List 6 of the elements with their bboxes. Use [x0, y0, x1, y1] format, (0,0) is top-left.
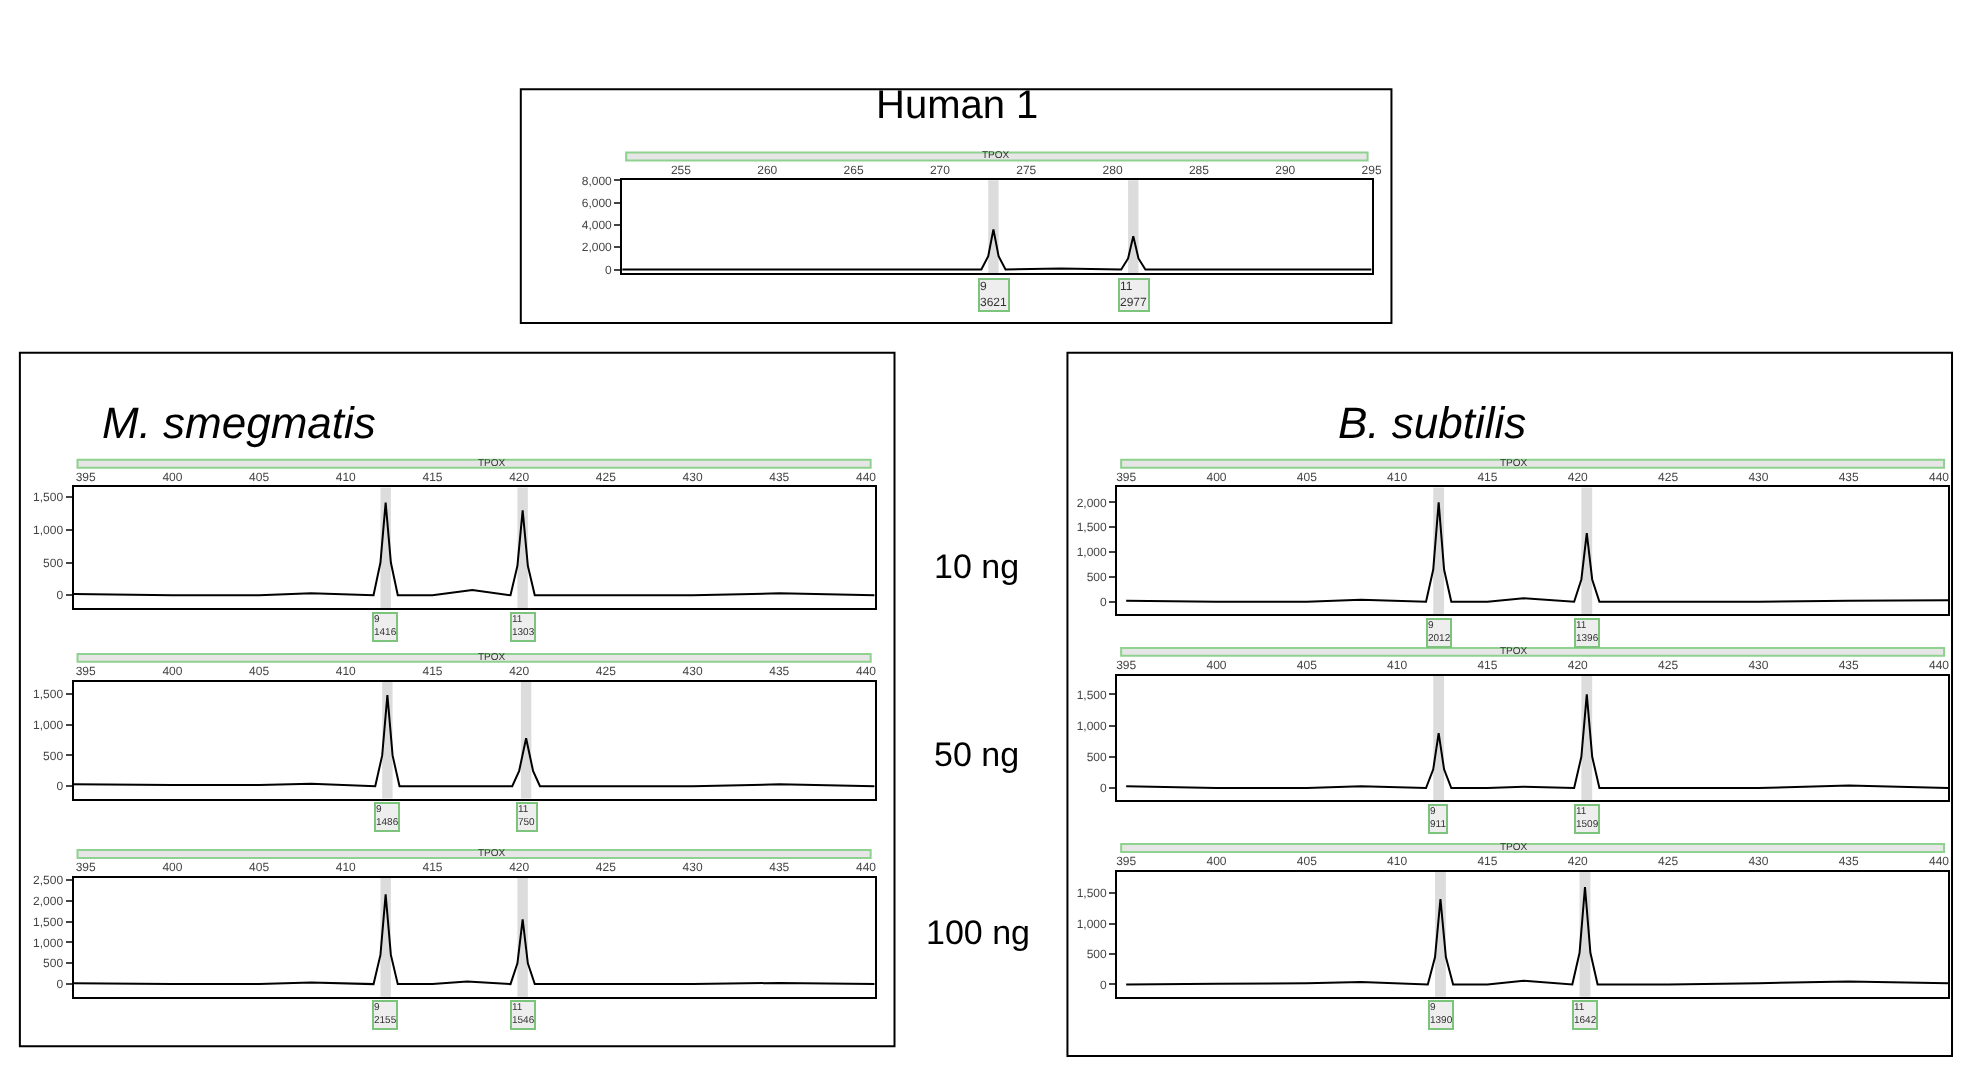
- chart-title: B. subtilis: [1338, 398, 1527, 448]
- text: 50 ng: [934, 736, 1020, 774]
- text: 100 ng: [926, 914, 1030, 952]
- text: 10 ng: [934, 548, 1020, 586]
- chart-title: M. smegmatis: [102, 398, 376, 448]
- chart-title: Human 1: [876, 84, 1039, 128]
